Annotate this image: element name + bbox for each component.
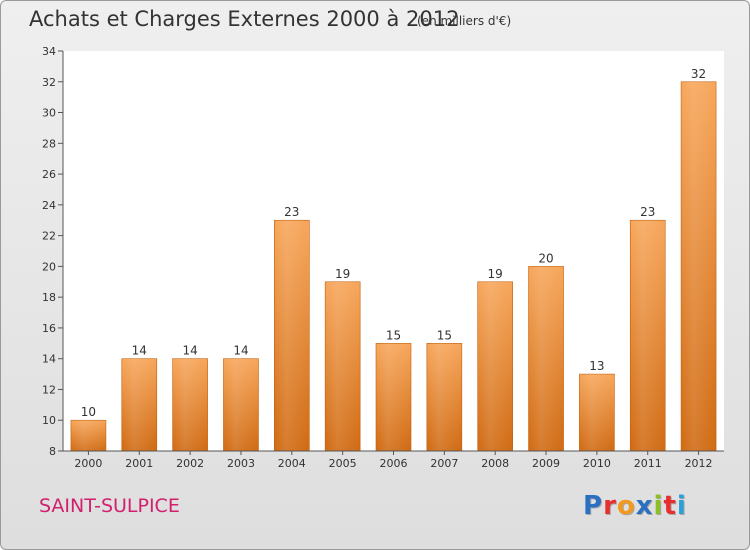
bar-group: 20 (528, 251, 564, 452)
bar-shine (579, 374, 615, 451)
bar-group: 14 (121, 344, 158, 452)
bar-group: 14 (223, 344, 259, 452)
y-axis-ticks: 8 10 12 14 16 18 20 22 24 26 28 30 32 34 (42, 45, 63, 458)
y-tick-label: 28 (42, 137, 56, 150)
bar-value-label: 14 (182, 344, 197, 358)
y-tick-label: 30 (42, 107, 56, 120)
bar-shine (477, 281, 513, 451)
bar-value-label: 14 (233, 344, 248, 358)
x-tick-label: 2005 (329, 457, 357, 470)
bar-value-label: 19 (335, 267, 350, 281)
bar-shine (172, 358, 208, 451)
logo-letter: r (603, 491, 617, 521)
bars: 10 14 14 14 23 19 15 15 19 20 13 23 32 (70, 67, 717, 452)
bar-shine (630, 220, 666, 451)
bar-shine (223, 358, 259, 451)
bar-shine (376, 343, 411, 451)
bar-group: 19 (324, 267, 361, 452)
y-tick-label: 8 (49, 445, 56, 458)
logo-letter: i (676, 491, 687, 521)
bar-group: 10 (70, 405, 107, 452)
x-axis-labels: 2000 2001 2002 2003 2004 2005 2006 2007 2008 2009… (74, 451, 713, 470)
y-tick-label: 26 (42, 168, 56, 181)
y-tick-label: 16 (42, 322, 56, 335)
bar-value-label: 14 (132, 344, 147, 358)
bar-value-label: 15 (437, 328, 452, 342)
y-tick-label: 32 (42, 76, 56, 89)
bar-shine (681, 81, 717, 452)
y-tick-label: 12 (42, 383, 56, 396)
y-tick-label: 10 (42, 414, 56, 427)
bar-value-label: 10 (81, 405, 96, 419)
x-tick-label: 2010 (583, 457, 611, 470)
chart-subtitle: (en milliers d'€) (417, 14, 512, 28)
x-tick-label: 2004 (278, 457, 306, 470)
logo-letter: o (616, 491, 636, 521)
bar-value-label: 19 (488, 267, 503, 281)
bar-shine (121, 358, 157, 451)
bar-value-label: 20 (538, 251, 553, 265)
city-name: SAINT-SULPICE (39, 495, 180, 517)
x-tick-label: 2009 (532, 457, 560, 470)
bar-shine (70, 420, 106, 451)
bar-value-label: 13 (589, 359, 604, 373)
proxiti-logo: Proxiti (583, 491, 687, 521)
bar-shine (528, 266, 564, 451)
bar-group: 13 (579, 359, 615, 452)
x-tick-label: 2002 (176, 457, 204, 470)
bar-shine (426, 343, 462, 451)
bar-group: 19 (477, 267, 513, 452)
logo-letter: t (663, 491, 677, 521)
x-tick-label: 2000 (74, 457, 102, 470)
bar-group: 15 (426, 328, 463, 452)
x-tick-label: 2007 (430, 457, 458, 470)
x-tick-label: 2008 (481, 457, 509, 470)
bar-group: 14 (172, 344, 208, 452)
chart-title: Achats et Charges Externes 2000 à 2012 (29, 7, 460, 31)
logo-letter: x (635, 491, 654, 521)
x-tick-label: 2001 (125, 457, 153, 470)
logo-letter: P (583, 491, 604, 521)
bar-shine (325, 281, 361, 451)
x-tick-label: 2006 (380, 457, 408, 470)
bar-value-label: 32 (691, 67, 706, 81)
bar-shine (274, 220, 310, 451)
y-tick-label: 20 (42, 260, 56, 273)
bar-value-label: 23 (284, 205, 299, 219)
y-tick-label: 14 (42, 353, 56, 366)
y-tick-label: 22 (42, 230, 56, 243)
y-tick-label: 18 (42, 291, 56, 304)
bar-group: 23 (274, 205, 310, 452)
bar-value-label: 15 (386, 328, 401, 342)
bar-group: 32 (680, 67, 717, 452)
y-tick-label: 34 (42, 45, 56, 58)
x-tick-label: 2003 (227, 457, 255, 470)
logo-letter: i (653, 491, 664, 521)
y-tick-label: 24 (42, 199, 56, 212)
bar-group: 23 (629, 205, 666, 452)
bar-value-label: 23 (640, 205, 655, 219)
bar-group: 15 (375, 328, 412, 452)
x-tick-label: 2011 (634, 457, 662, 470)
x-tick-label: 2012 (685, 457, 713, 470)
